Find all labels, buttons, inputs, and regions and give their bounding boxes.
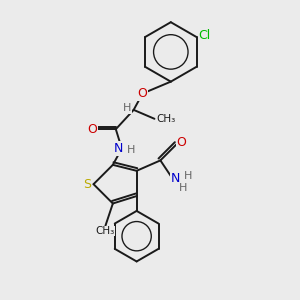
Text: Cl: Cl	[199, 29, 211, 42]
Text: N: N	[171, 172, 181, 185]
Text: S: S	[83, 178, 91, 191]
Text: H: H	[184, 171, 192, 181]
Text: CH₃: CH₃	[156, 114, 175, 124]
Text: H: H	[178, 183, 187, 193]
Text: H: H	[127, 145, 136, 155]
Text: O: O	[176, 136, 186, 149]
Text: O: O	[138, 87, 148, 100]
Text: CH₃: CH₃	[96, 226, 115, 236]
Text: N: N	[113, 142, 123, 155]
Text: O: O	[88, 123, 98, 136]
Text: H: H	[123, 103, 131, 113]
